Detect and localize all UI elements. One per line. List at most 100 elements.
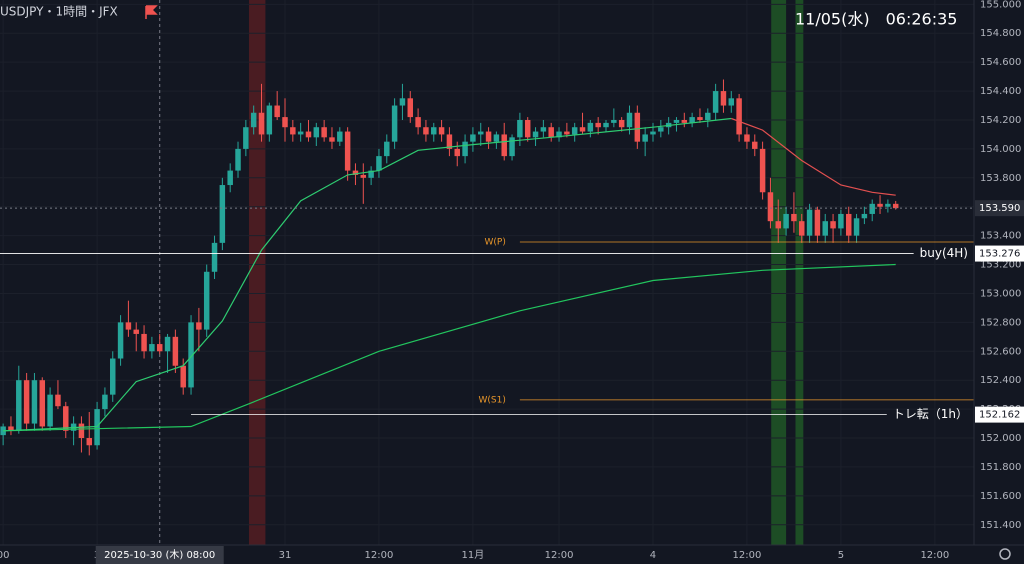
x-tick-label: 12:00 bbox=[733, 550, 762, 561]
candle-body bbox=[258, 112, 265, 135]
candle-body bbox=[595, 122, 601, 128]
candle-body bbox=[712, 91, 719, 113]
candle-body bbox=[869, 203, 875, 214]
candle-body bbox=[626, 112, 633, 128]
candle-body bbox=[728, 98, 735, 106]
crosshair-label-box bbox=[95, 546, 224, 564]
candle-body bbox=[744, 134, 750, 142]
moving-average bbox=[3, 263, 896, 432]
settings-icon[interactable] bbox=[999, 548, 1011, 560]
candle-body bbox=[861, 213, 868, 219]
candle-body bbox=[658, 127, 664, 132]
x-tick-label: 31 bbox=[279, 550, 292, 561]
candle-body bbox=[477, 131, 484, 135]
candle-body bbox=[125, 322, 132, 330]
candle-body bbox=[650, 131, 656, 135]
candle-body bbox=[203, 271, 210, 330]
candle-body bbox=[564, 131, 570, 135]
candle-body bbox=[517, 119, 523, 138]
candle-body bbox=[524, 119, 531, 138]
candle-body bbox=[344, 131, 351, 171]
candle-body bbox=[736, 98, 742, 135]
candle-body bbox=[579, 127, 586, 132]
time-axis bbox=[0, 545, 1024, 564]
candle-body bbox=[415, 117, 421, 128]
candle-body bbox=[501, 134, 507, 157]
candle-body bbox=[791, 213, 797, 222]
level-label: W(P) bbox=[485, 237, 506, 247]
candle-body bbox=[603, 122, 609, 128]
y-tick-label: 153.200 bbox=[980, 260, 1021, 271]
y-tick-label: 154.600 bbox=[980, 57, 1021, 68]
candle-body bbox=[399, 98, 406, 106]
price-tag bbox=[975, 200, 1024, 217]
candle-body bbox=[282, 117, 288, 128]
y-tick-label: 151.600 bbox=[980, 491, 1021, 502]
candle-body bbox=[235, 148, 241, 171]
candle-body bbox=[462, 141, 468, 157]
candle-body bbox=[681, 119, 688, 123]
candle-body bbox=[485, 131, 492, 142]
candle-body bbox=[556, 131, 562, 138]
candle-body bbox=[454, 148, 460, 157]
candle-body bbox=[164, 336, 171, 352]
candle-body bbox=[571, 127, 578, 135]
candle-body bbox=[313, 127, 320, 138]
candle-body bbox=[63, 406, 69, 431]
candle-body bbox=[250, 112, 257, 128]
candle-body bbox=[274, 105, 280, 118]
candle-body bbox=[438, 127, 445, 135]
candle-body bbox=[172, 336, 179, 366]
candle-body bbox=[759, 148, 766, 193]
y-tick-label: 151.400 bbox=[980, 520, 1021, 531]
candle-body bbox=[838, 213, 844, 229]
y-tick-label: 154.400 bbox=[980, 86, 1021, 97]
candle-body bbox=[720, 91, 727, 106]
x-tick-label: 12:00 bbox=[365, 550, 394, 561]
candle-body bbox=[243, 127, 249, 149]
flag-icon bbox=[145, 5, 158, 19]
candle-body bbox=[337, 131, 343, 142]
candle-body bbox=[94, 409, 100, 446]
candle-body bbox=[853, 218, 860, 236]
candle-body bbox=[407, 98, 414, 118]
candle-body bbox=[634, 112, 641, 142]
candle-body bbox=[133, 329, 139, 334]
candle-body bbox=[689, 117, 695, 123]
highlight-band bbox=[795, 0, 804, 545]
candle-body bbox=[822, 221, 828, 236]
candle-body bbox=[799, 221, 805, 236]
price-tag bbox=[975, 245, 1024, 262]
y-tick-label: 155.000 bbox=[980, 0, 1021, 10]
candle-body bbox=[611, 119, 617, 123]
candle-body bbox=[705, 112, 711, 120]
y-tick-label: 154.800 bbox=[980, 28, 1021, 39]
price-tag-label: 153.590 bbox=[979, 203, 1020, 214]
candle-body bbox=[885, 203, 891, 207]
candle-body bbox=[877, 203, 883, 207]
clock: 11/05(水) 06:26:35 bbox=[795, 10, 957, 29]
candle-body bbox=[783, 213, 789, 229]
candle-body bbox=[376, 156, 382, 171]
price-tag-label: 152.162 bbox=[979, 410, 1020, 421]
candle-body bbox=[86, 438, 92, 446]
candle-body bbox=[211, 242, 218, 272]
level-label: buy(4H) bbox=[920, 246, 968, 260]
candle-body bbox=[384, 141, 390, 157]
candle-body bbox=[532, 131, 539, 138]
x-tick-label: 11月 bbox=[462, 549, 485, 561]
x-tick-label: 12:00 bbox=[545, 550, 574, 561]
candle-body bbox=[196, 322, 202, 330]
candle-body bbox=[23, 380, 30, 424]
candle-body bbox=[391, 105, 398, 142]
x-tick-label: 5 bbox=[838, 550, 844, 561]
candle-body bbox=[493, 134, 500, 142]
candle-body bbox=[673, 119, 680, 123]
crosshair-label: 2025-10-30 (木) 08:00 bbox=[104, 549, 215, 561]
candle-body bbox=[540, 127, 547, 132]
candle-body bbox=[509, 137, 515, 157]
candle-body bbox=[290, 127, 296, 135]
y-tick-label: 151.800 bbox=[980, 462, 1021, 473]
